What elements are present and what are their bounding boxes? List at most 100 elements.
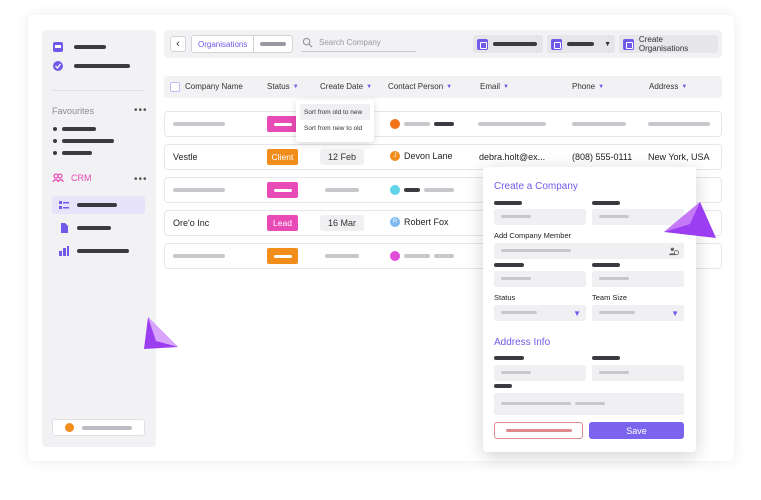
column-phone[interactable]: Phone ▼ bbox=[572, 82, 604, 91]
address-cell: New York, USA bbox=[648, 152, 710, 162]
bolt-icon bbox=[551, 38, 562, 50]
contact-cell bbox=[390, 185, 454, 195]
sidebar-item-organisations[interactable] bbox=[52, 196, 145, 214]
column-address[interactable]: Address ▼ bbox=[649, 82, 687, 91]
column-create-date[interactable]: Create Date ▼ bbox=[320, 82, 372, 91]
breadcrumb-tabs: Organisations bbox=[191, 35, 294, 53]
contact-name: Robert Fox bbox=[404, 217, 449, 227]
address-textarea[interactable] bbox=[494, 393, 684, 415]
chevron-down-icon: ▼ bbox=[573, 309, 581, 318]
sort-menu: Sort from old to new Sort from new to ol… bbox=[296, 100, 374, 142]
favourite-item[interactable] bbox=[53, 139, 114, 143]
create-date: 12 Feb bbox=[320, 149, 364, 165]
avatar: J bbox=[390, 151, 400, 161]
status-badge: Client bbox=[267, 149, 298, 165]
company-name-input[interactable] bbox=[494, 209, 586, 225]
field-input[interactable] bbox=[494, 271, 586, 287]
placeholder-text bbox=[173, 254, 225, 258]
field-label bbox=[494, 356, 524, 360]
crm-more-icon[interactable]: ••• bbox=[134, 174, 148, 185]
filter-dropdown[interactable]: ▼ bbox=[547, 35, 615, 53]
favourites-more-icon[interactable]: ••• bbox=[134, 105, 148, 116]
company-name: Ore'o Inc bbox=[173, 218, 210, 228]
sidebar-item-dashboard[interactable] bbox=[52, 242, 145, 260]
grid-icon bbox=[59, 246, 69, 256]
field-label bbox=[494, 384, 512, 388]
avatar bbox=[390, 185, 400, 195]
crm-label: CRM bbox=[71, 173, 92, 183]
tab-secondary[interactable] bbox=[253, 36, 292, 52]
favourite-item[interactable] bbox=[53, 151, 92, 155]
sort-old-to-new[interactable]: Sort from old to new bbox=[300, 104, 370, 120]
cancel-button[interactable] bbox=[494, 422, 583, 439]
email-cell: debra.holt@ex... bbox=[479, 152, 546, 162]
create-date: 16 Mar bbox=[320, 215, 364, 231]
sidebar-item-label bbox=[74, 45, 106, 49]
field-label bbox=[592, 201, 620, 205]
tab-organisations[interactable]: Organisations bbox=[198, 39, 248, 49]
contact-cell bbox=[390, 119, 454, 129]
document-icon bbox=[61, 223, 68, 233]
modal-title: Create a Company bbox=[494, 181, 578, 192]
status-select[interactable]: ▼ bbox=[494, 305, 586, 321]
column-contact-person[interactable]: Contact Person ▼ bbox=[388, 82, 452, 91]
decorative-triangle-icon bbox=[664, 202, 716, 238]
sidebar-item-label bbox=[77, 249, 129, 253]
favourite-label bbox=[62, 151, 92, 155]
sort-new-to-old[interactable]: Sort from new to old bbox=[304, 124, 363, 132]
sort-icon: ▼ bbox=[681, 83, 688, 90]
help-button[interactable] bbox=[52, 419, 145, 436]
chevron-left-icon: ‹ bbox=[176, 38, 180, 50]
column-company-name[interactable]: Company Name bbox=[185, 82, 243, 91]
field-label bbox=[592, 263, 620, 267]
company-name: Vestle bbox=[173, 152, 198, 162]
save-button[interactable]: Save bbox=[589, 422, 684, 439]
bullet-icon bbox=[53, 151, 57, 155]
sidebar-item-label bbox=[77, 226, 111, 230]
contact-cell bbox=[390, 251, 454, 261]
sidebar bbox=[42, 30, 156, 447]
column-label: Contact Person bbox=[388, 82, 444, 91]
sidebar-item-tasks[interactable] bbox=[52, 60, 130, 72]
column-email[interactable]: Email ▼ bbox=[480, 82, 509, 91]
bullet-icon bbox=[53, 139, 57, 143]
status-label: Status bbox=[494, 293, 516, 302]
column-label: Address bbox=[649, 82, 679, 91]
add-member-input[interactable] bbox=[494, 243, 684, 259]
crm-section[interactable]: CRM bbox=[52, 172, 92, 184]
search-input[interactable]: Search Company bbox=[302, 34, 416, 52]
add-user-icon[interactable] bbox=[669, 246, 679, 256]
back-button[interactable]: ‹ bbox=[170, 36, 186, 52]
column-status[interactable]: Status ▼ bbox=[267, 82, 299, 91]
field-label bbox=[494, 201, 522, 205]
placeholder-text bbox=[325, 188, 359, 192]
search-icon bbox=[302, 37, 313, 48]
company-field-input[interactable] bbox=[592, 209, 684, 225]
list-icon bbox=[59, 201, 69, 209]
address-input[interactable] bbox=[494, 365, 586, 381]
create-organisations-button[interactable]: Create Organisations bbox=[619, 35, 718, 53]
bullet-icon bbox=[53, 127, 57, 131]
sidebar-item-inbox[interactable] bbox=[52, 41, 106, 53]
import-button[interactable] bbox=[473, 35, 543, 53]
sidebar-divider bbox=[52, 90, 145, 91]
avatar bbox=[390, 119, 400, 129]
field-label bbox=[592, 356, 620, 360]
status-badge: Lead bbox=[267, 215, 298, 231]
placeholder-text bbox=[572, 122, 626, 126]
status-badge bbox=[267, 116, 298, 132]
address-input[interactable] bbox=[592, 365, 684, 381]
column-label: Company Name bbox=[185, 82, 243, 91]
sidebar-item-label bbox=[77, 203, 117, 207]
favourites-heading: Favourites bbox=[52, 106, 95, 116]
team-size-label: Team Size bbox=[592, 293, 628, 302]
table-row[interactable] bbox=[164, 144, 722, 170]
sidebar-item-documents[interactable] bbox=[52, 219, 145, 237]
field-input[interactable] bbox=[592, 271, 684, 287]
favourite-item[interactable] bbox=[53, 127, 96, 131]
team-size-select[interactable]: ▼ bbox=[592, 305, 684, 321]
column-label: Phone bbox=[572, 82, 596, 91]
phone-cell: (808) 555-0111 bbox=[572, 152, 633, 162]
contact-cell: J Devon Lane bbox=[390, 151, 453, 161]
select-all-checkbox[interactable] bbox=[170, 82, 180, 92]
